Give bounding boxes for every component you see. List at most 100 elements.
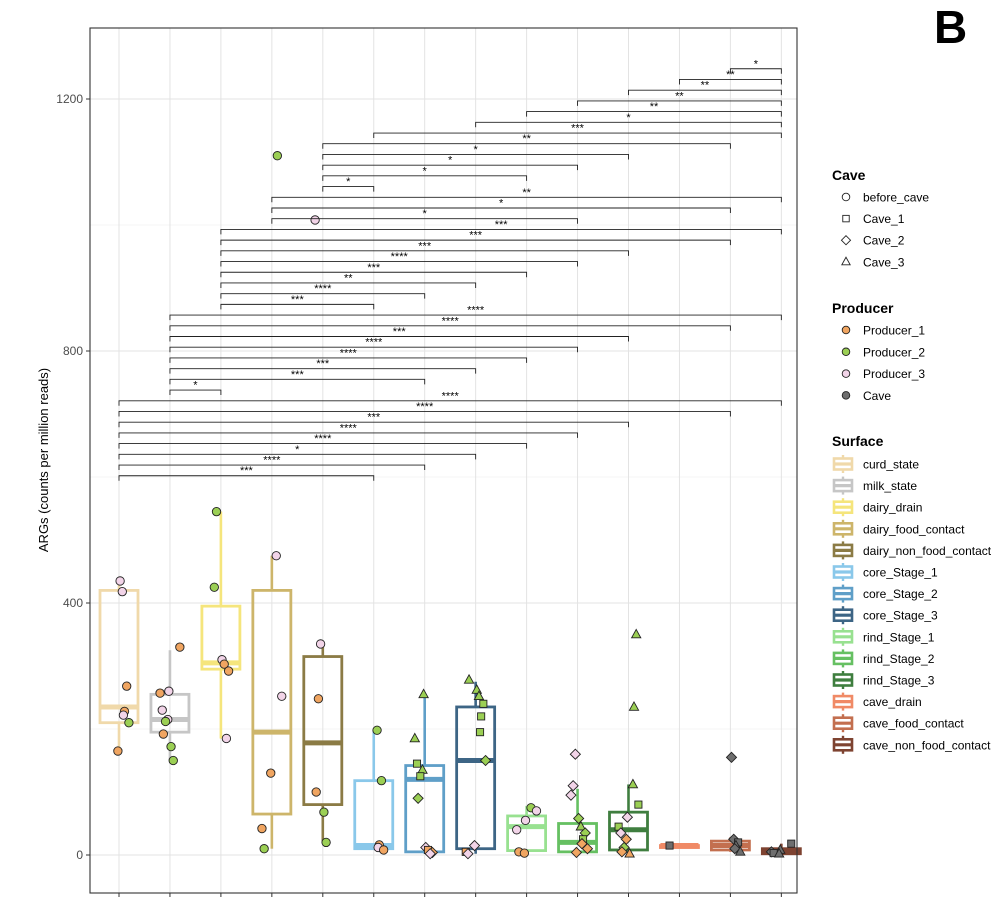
bracket-label: * — [626, 112, 631, 124]
data-point — [259, 844, 269, 854]
data-point — [630, 628, 642, 639]
legend-surface-key — [832, 541, 854, 560]
bracket-line — [169, 346, 578, 353]
legend-surface-key — [832, 606, 854, 625]
significance-bracket: **** — [169, 305, 782, 321]
data-point — [117, 587, 127, 597]
significance-bracket: * — [322, 165, 528, 181]
data-point — [569, 748, 582, 760]
data-point — [311, 787, 321, 797]
data-point — [118, 710, 129, 720]
bracket-line — [118, 411, 731, 417]
bracket-line — [169, 357, 528, 363]
significance-bracket: **** — [118, 455, 426, 471]
legend-surface-key — [832, 671, 854, 689]
bracket-label: *** — [469, 230, 483, 242]
data-point — [473, 690, 485, 701]
data-point — [372, 725, 382, 735]
bracket-line — [679, 79, 782, 85]
data-point — [628, 700, 640, 711]
significance-bracket: * — [322, 176, 375, 192]
legend-surface-title: Surface — [832, 433, 884, 449]
bracket-line — [628, 89, 782, 96]
significance-bracket: **** — [118, 390, 782, 406]
bracket-line — [373, 132, 782, 139]
significance-bracket: *** — [169, 369, 426, 385]
y-tick-label: 400 — [63, 596, 83, 610]
data-point — [476, 728, 485, 737]
data-point — [321, 837, 331, 848]
legend-surface-label: core_Stage_2 — [863, 587, 938, 601]
data-point — [155, 688, 165, 698]
legend-producer-key — [841, 391, 851, 400]
significance-bracket: **** — [169, 347, 528, 363]
significance-bracket: * — [729, 58, 782, 74]
legend-cave-key — [841, 256, 851, 266]
bracket-line — [220, 293, 426, 299]
bracket-label: ** — [675, 90, 684, 102]
legend-surface-key — [832, 692, 854, 711]
data-point — [219, 659, 229, 669]
bracket-label: *** — [367, 412, 381, 424]
legend-producer-key — [841, 347, 851, 357]
bracket-line — [118, 453, 477, 460]
legend-surface-label: core_Stage_1 — [863, 566, 938, 580]
significance-bracket: *** — [118, 412, 629, 428]
data-point — [115, 576, 125, 586]
data-point — [572, 812, 585, 825]
bracket-line — [118, 464, 426, 471]
legend-surface-key — [832, 476, 854, 495]
data-point — [158, 729, 169, 739]
legend-cave-label: Cave_1 — [863, 212, 905, 226]
bracket-line — [169, 336, 629, 342]
legend-producer-label: Producer_3 — [863, 367, 925, 381]
significance-bracket: *** — [169, 326, 629, 342]
bracket-label: * — [346, 176, 351, 188]
legend-producer-title: Producer — [832, 300, 894, 316]
data-point — [315, 639, 326, 649]
data-point — [729, 843, 741, 855]
legend-cave-key — [840, 235, 852, 246]
significance-bracket: **** — [169, 337, 578, 353]
box-dairy_food_contact — [251, 555, 293, 849]
bracket-line — [322, 164, 578, 171]
bracket-label: * — [423, 208, 428, 220]
data-point — [424, 848, 436, 860]
data-point — [575, 820, 587, 831]
legend-surface-key — [832, 627, 854, 646]
significance-bracket: * — [475, 112, 782, 128]
bracket-line — [220, 282, 477, 288]
significance-bracket: * — [118, 444, 477, 460]
legend-surface-label: dairy_non_food_contact — [863, 544, 992, 558]
bracket-line — [169, 389, 222, 396]
legend-cave-key — [841, 192, 851, 202]
data-point — [160, 716, 171, 727]
plot-area: 0 400 800 1200 ARGs (counts per million read… — [36, 27, 802, 897]
legend-surface-key — [832, 649, 854, 668]
significance-bracket: *** — [220, 240, 629, 256]
bracket-line — [169, 368, 477, 374]
bracket-label: ** — [726, 69, 735, 81]
bracket-line — [729, 68, 782, 74]
data-point — [734, 845, 746, 856]
data-point — [113, 746, 123, 756]
legend-cave-label: Cave_3 — [863, 255, 905, 269]
bracket-line — [118, 443, 528, 449]
data-point — [168, 755, 178, 766]
box-iqr — [200, 604, 242, 671]
bracket-line — [220, 261, 578, 267]
bracket-label: **** — [314, 283, 332, 295]
box-iqr — [251, 589, 293, 816]
bracket-label: **** — [263, 455, 281, 467]
bracket-line — [322, 186, 375, 192]
legend-surface-key — [832, 714, 854, 733]
significance-bracket: **** — [220, 283, 426, 299]
bracket-label: **** — [340, 422, 358, 434]
bracket-label: *** — [571, 123, 585, 135]
bracket-label: * — [448, 155, 453, 167]
data-point — [615, 827, 627, 839]
legend-surface-key — [832, 455, 854, 473]
legend-surface-key — [832, 563, 854, 581]
bracket-line — [526, 111, 782, 117]
legend: Cave before_cave Cave_1 Cave_2 Cave_3 Produce… — [832, 167, 992, 754]
